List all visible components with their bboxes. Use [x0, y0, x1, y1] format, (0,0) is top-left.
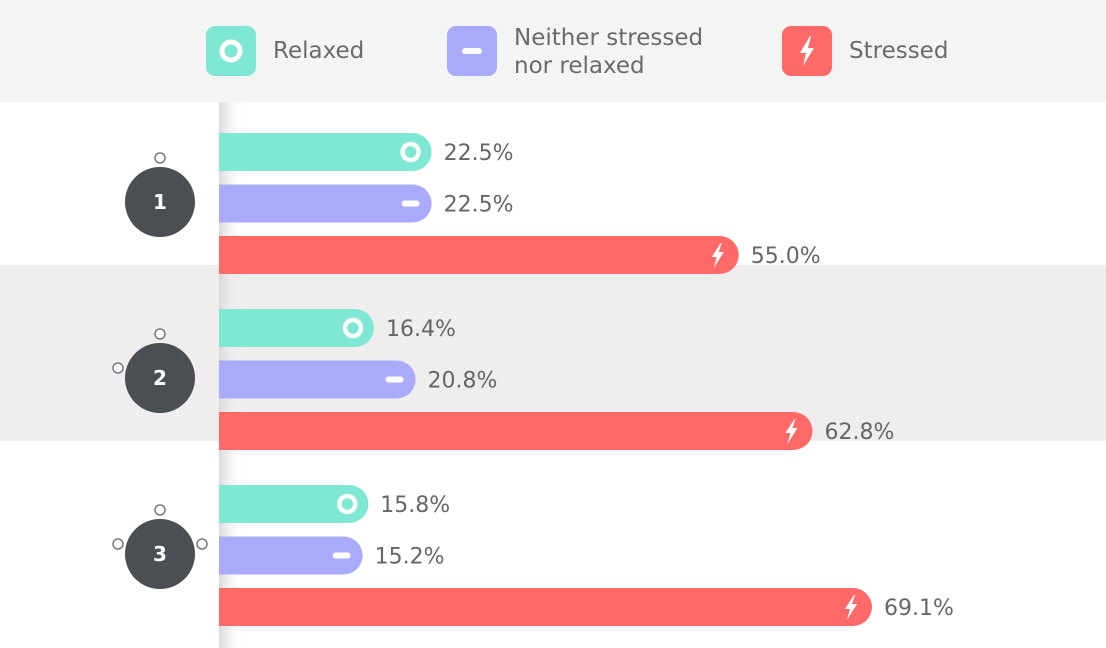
category-marker-3	[125, 519, 195, 589]
bar-2-minus	[219, 360, 416, 399]
value-label-3-2: 69.1%	[884, 596, 954, 621]
category-label-2: 2	[153, 366, 167, 390]
lightning-icon	[711, 243, 724, 268]
category-dot-2-0	[154, 328, 166, 340]
bar-3-minus	[219, 536, 363, 575]
value-label-1-2: 55.0%	[751, 244, 821, 269]
category-label-1: 1	[153, 190, 167, 214]
minus-icon	[332, 552, 351, 559]
value-label-2-1: 20.8%	[428, 369, 498, 394]
bar-1-minus	[219, 184, 432, 223]
category-marker-2	[125, 343, 195, 413]
minus-icon	[462, 48, 482, 54]
legend-swatch-neither	[447, 26, 497, 76]
value-label-1-1: 22.5%	[444, 193, 514, 218]
ring-icon	[342, 317, 364, 339]
bar-2-ring	[219, 309, 374, 347]
legend-label-neither-line2: nor relaxed	[514, 53, 645, 79]
category-dot-1-0	[154, 152, 166, 164]
minus-icon	[401, 200, 420, 207]
category-dot-3-1	[112, 538, 124, 550]
bar-chart: 1 22.5% 22.5% 55.0% 2 16.4% 20.8% 62.8% 3 15.8% 15…	[0, 102, 1106, 648]
value-label-3-1: 15.2%	[375, 545, 445, 570]
category-dot-2-1	[112, 362, 124, 374]
legend: Relaxed Neither stressed nor relaxed Str…	[0, 0, 1106, 102]
bar-1-lightning	[219, 236, 739, 274]
minus-icon	[385, 376, 404, 383]
legend-label-neither-line1: Neither stressed	[514, 25, 704, 51]
value-label-3-0: 15.8%	[380, 493, 450, 518]
category-label-3: 3	[153, 542, 167, 566]
legend-swatch-relaxed	[206, 26, 256, 76]
bar-3-lightning	[219, 588, 872, 626]
lightning-icon	[800, 36, 814, 66]
category-dot-3-0	[154, 504, 166, 516]
value-label-2-0: 16.4%	[386, 317, 456, 342]
ring-icon	[337, 493, 358, 515]
value-label-2-2: 62.8%	[824, 420, 894, 445]
bar-3-ring	[219, 485, 369, 523]
lightning-icon	[844, 595, 857, 620]
legend-swatch-stressed	[782, 26, 832, 76]
bar-2-lightning	[219, 412, 813, 450]
ring-icon	[219, 39, 243, 63]
legend-label-relaxed: Relaxed	[273, 38, 365, 64]
value-label-1-0: 22.5%	[444, 141, 514, 166]
category-dot-3-2	[196, 538, 208, 550]
legend-label-stressed: Stressed	[849, 38, 949, 64]
ring-icon	[400, 141, 421, 163]
category-marker-1	[125, 167, 195, 237]
bar-1-ring	[219, 133, 432, 171]
lightning-icon	[785, 419, 798, 444]
